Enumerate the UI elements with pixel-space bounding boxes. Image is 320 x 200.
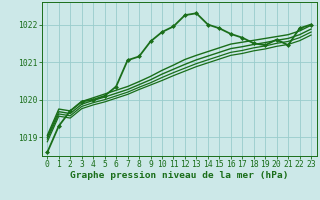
X-axis label: Graphe pression niveau de la mer (hPa): Graphe pression niveau de la mer (hPa): [70, 171, 288, 180]
